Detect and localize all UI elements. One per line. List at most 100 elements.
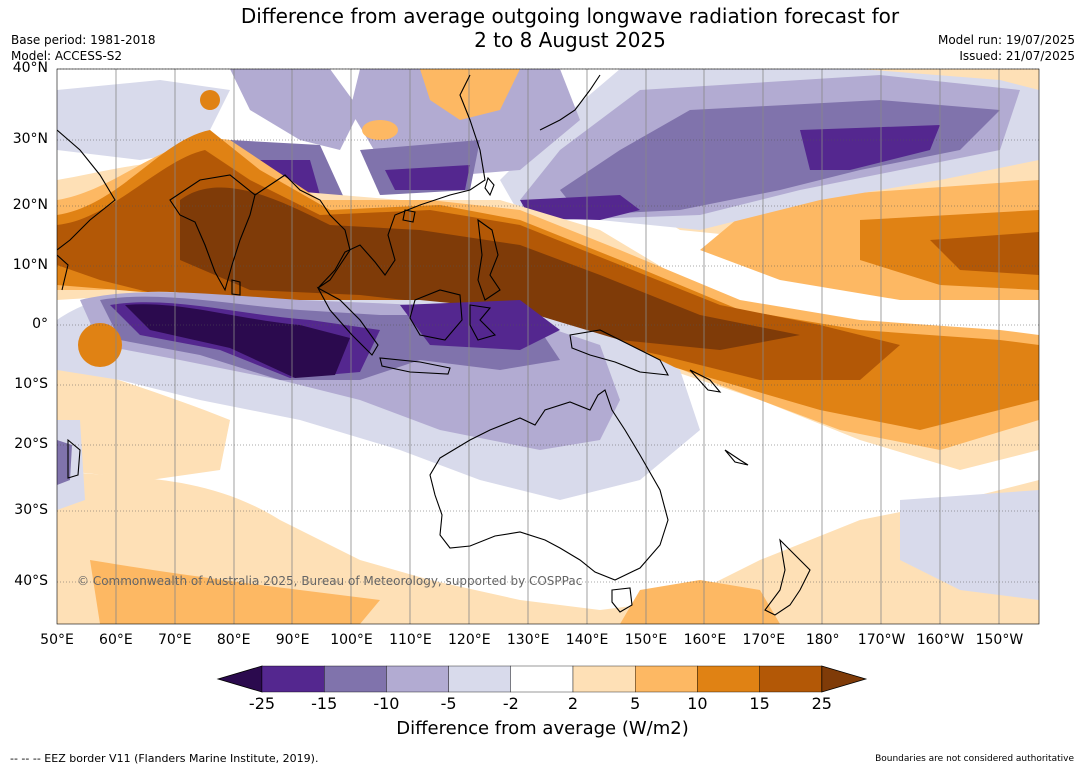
longitude-label: 110°E xyxy=(389,632,432,648)
colorbar-tick-label: 2 xyxy=(567,694,579,713)
newcaledonia-coastline xyxy=(724,449,749,466)
colorbar-extend-low xyxy=(216,665,263,693)
colorbar-swatch xyxy=(697,665,760,693)
japan-coastline xyxy=(539,74,601,131)
map-title: Difference from average outgoing longwav… xyxy=(0,4,1085,52)
longitude-label: 160°W xyxy=(916,632,965,648)
colorbar-tick-label: -25 xyxy=(248,694,276,713)
java-coastline xyxy=(379,357,451,375)
taiwan-coastline xyxy=(484,176,495,197)
india-coastline xyxy=(169,174,256,292)
colorbar-swatch xyxy=(386,665,449,693)
map-frame xyxy=(56,68,1040,625)
colorbar-swatch xyxy=(510,665,574,693)
anomaly-region xyxy=(78,323,122,367)
sumatra-coastline xyxy=(316,286,379,356)
sulawesi-coastline xyxy=(469,304,497,341)
colorbar-tick-label: -10 xyxy=(373,694,400,713)
colorbar-tick-label: 25 xyxy=(811,694,832,713)
anomaly-region xyxy=(362,120,398,140)
anomaly-region xyxy=(620,580,780,624)
philippines-coastline xyxy=(477,218,501,301)
longitude-label: 80°E xyxy=(216,632,251,648)
latitude-label: 40°S xyxy=(14,573,48,589)
srilanka-coastline xyxy=(231,279,241,296)
longitude-label: 90°E xyxy=(275,632,310,648)
colorbar-tick-label: -5 xyxy=(440,694,457,713)
longitude-label: 150°W xyxy=(975,632,1024,648)
longitude-label: 100°E xyxy=(330,632,373,648)
model-run: Model run: 19/07/2025 xyxy=(937,33,1075,47)
madagascar-coastline xyxy=(67,438,81,479)
latitude-label: 0° xyxy=(32,316,48,332)
latitude-label: 20°S xyxy=(14,436,48,452)
longitude-label: 130°E xyxy=(506,632,550,648)
latitude-label: 10°N xyxy=(12,257,48,273)
colorbar-extend-high xyxy=(821,665,868,693)
base-period: Base period: 1981-2018 xyxy=(11,33,156,47)
latitude-label: 40°N xyxy=(12,60,48,76)
anomaly-field xyxy=(57,69,1039,624)
anomaly-region xyxy=(520,195,640,220)
anomaly-region xyxy=(385,165,470,190)
anomaly-region xyxy=(800,125,940,170)
copyright-notice: © Commonwealth of Australia 2025, Bureau… xyxy=(77,574,583,588)
model-name: Model: ACCESS-S2 xyxy=(11,49,123,63)
latitude-label: 30°N xyxy=(12,131,48,147)
newzealand-coastline xyxy=(764,538,811,616)
longitude-label: 70°E xyxy=(157,632,192,648)
anomaly-region xyxy=(90,560,380,624)
colorbar-tick-label: -2 xyxy=(502,694,519,713)
latitude-label: 10°S xyxy=(14,376,48,392)
newguinea-coastline xyxy=(569,329,669,376)
solomons-coastline xyxy=(689,369,722,393)
longitude-label: 160°E xyxy=(683,632,727,648)
colorbar-label: Difference from average (W/m2) xyxy=(396,718,689,739)
boundaries-disclaimer: Boundaries are not considered authoritat… xyxy=(875,754,1074,764)
borneo-coastline xyxy=(409,289,463,341)
anomaly-region xyxy=(57,470,1039,624)
anomaly-region xyxy=(200,90,220,110)
meta-left: Base period: 1981-2018 Model: ACCESS-S2 xyxy=(11,32,156,64)
anomaly-region xyxy=(900,490,1039,600)
colorbar-swatch xyxy=(572,665,636,693)
colorbar-swatch xyxy=(448,665,512,693)
anomaly-region xyxy=(125,304,350,378)
anomaly-region xyxy=(420,69,520,120)
anomaly-region xyxy=(930,232,1039,275)
tasmania-coastline xyxy=(611,587,633,613)
arabia-coastline xyxy=(57,129,116,251)
longitude-label: 170°W xyxy=(857,632,906,648)
title-line-1: Difference from average outgoing longwav… xyxy=(240,4,900,28)
anomaly-region xyxy=(230,69,360,150)
anomaly-region xyxy=(180,187,800,350)
longitude-label: 120°E xyxy=(448,632,491,648)
africa-coastline xyxy=(57,254,69,291)
colorbar-tick-label: -15 xyxy=(311,694,338,713)
longitude-label: 180° xyxy=(805,632,840,648)
colorbar-tick-label: 10 xyxy=(687,694,708,713)
colorbar-tick-label: 15 xyxy=(749,694,770,713)
meta-right: Model run: 19/07/2025 Issued: 21/07/2025 xyxy=(938,32,1075,64)
latitude-label: 30°S xyxy=(14,502,48,518)
anomaly-region xyxy=(57,440,72,485)
longitude-label: 150°E xyxy=(624,632,668,648)
longitude-label: 170°E xyxy=(742,632,786,648)
longitude-label: 60°E xyxy=(99,632,133,648)
hainan-coastline xyxy=(402,209,416,223)
anomaly-region xyxy=(57,360,230,480)
issued-date: Issued: 21/07/2025 xyxy=(959,49,1075,63)
colorbar-tick-label: 5 xyxy=(630,694,641,713)
eez-border-note: -- -- -- EEZ border V11 (Flanders Marine… xyxy=(10,752,319,765)
title-line-2: 2 to 8 August 2025 xyxy=(474,28,666,52)
colorbar-swatch xyxy=(261,665,325,693)
colorbar-swatch xyxy=(635,665,698,693)
colorbar-swatch xyxy=(759,665,822,693)
colorbar-swatch xyxy=(324,665,387,693)
latitude-label: 20°N xyxy=(12,197,48,213)
colorbar xyxy=(216,665,868,693)
longitude-label: 50°E xyxy=(40,632,74,648)
australia-coastline xyxy=(429,389,669,581)
longitude-label: 140°E xyxy=(565,632,609,648)
